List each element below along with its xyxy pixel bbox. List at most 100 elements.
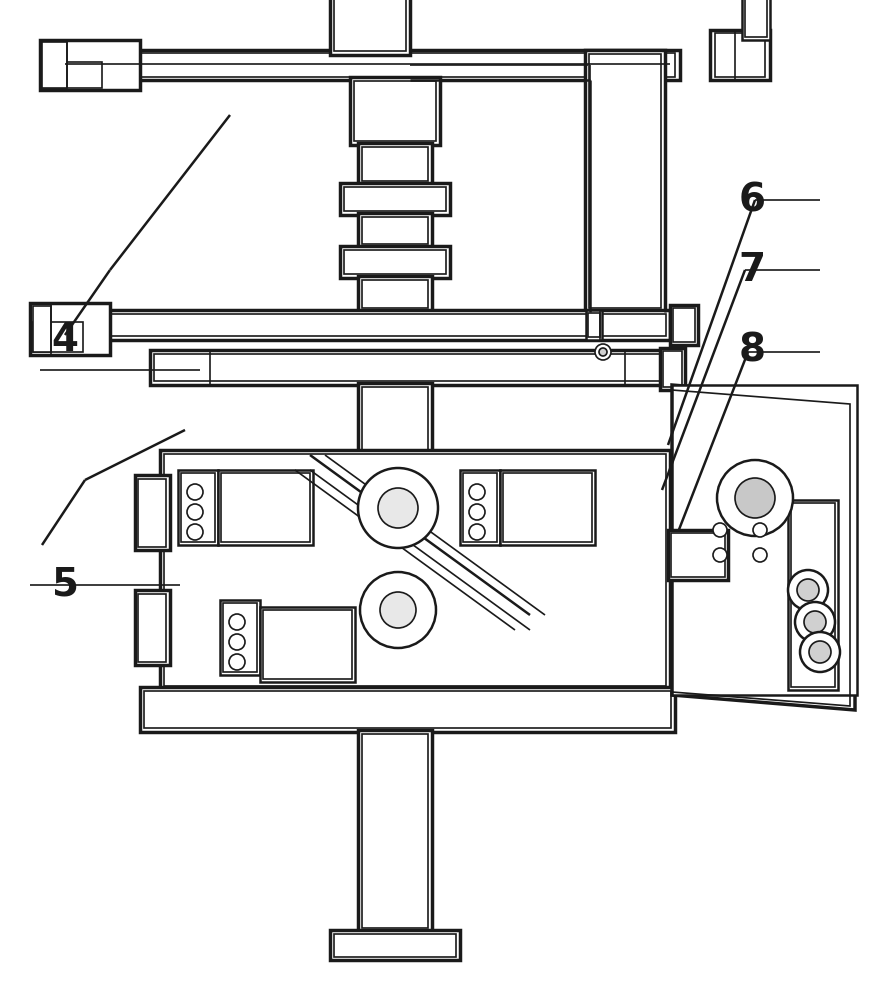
Polygon shape	[362, 280, 428, 308]
Polygon shape	[588, 313, 600, 337]
Circle shape	[788, 570, 828, 610]
Polygon shape	[135, 475, 170, 550]
Polygon shape	[585, 50, 665, 312]
Polygon shape	[344, 250, 446, 274]
Polygon shape	[140, 687, 675, 732]
Polygon shape	[144, 691, 671, 728]
Polygon shape	[362, 147, 428, 181]
Polygon shape	[138, 479, 166, 547]
Polygon shape	[672, 385, 855, 710]
Circle shape	[187, 484, 203, 500]
Circle shape	[187, 524, 203, 540]
Polygon shape	[358, 276, 432, 312]
Polygon shape	[710, 30, 770, 80]
Polygon shape	[663, 351, 682, 387]
Circle shape	[595, 344, 611, 360]
Circle shape	[735, 478, 775, 518]
Polygon shape	[463, 473, 497, 542]
Polygon shape	[221, 473, 310, 542]
Circle shape	[378, 488, 418, 528]
Polygon shape	[223, 603, 257, 672]
Polygon shape	[154, 354, 676, 381]
Polygon shape	[33, 306, 51, 352]
Polygon shape	[350, 77, 440, 145]
Polygon shape	[672, 385, 857, 695]
Polygon shape	[358, 383, 432, 455]
Polygon shape	[340, 183, 450, 215]
Circle shape	[229, 614, 245, 630]
Polygon shape	[586, 310, 602, 340]
Polygon shape	[673, 308, 695, 342]
Polygon shape	[745, 0, 767, 37]
Polygon shape	[330, 930, 460, 960]
Polygon shape	[660, 348, 685, 390]
Polygon shape	[742, 0, 770, 40]
Circle shape	[599, 348, 607, 356]
Circle shape	[360, 572, 436, 648]
Polygon shape	[260, 607, 355, 682]
Polygon shape	[40, 40, 140, 90]
Polygon shape	[135, 590, 170, 665]
Polygon shape	[460, 470, 500, 545]
Polygon shape	[358, 213, 432, 248]
Polygon shape	[358, 143, 432, 185]
Circle shape	[717, 460, 793, 536]
Circle shape	[229, 654, 245, 670]
Polygon shape	[64, 314, 666, 336]
Polygon shape	[340, 246, 450, 278]
Polygon shape	[42, 62, 102, 88]
Polygon shape	[330, 0, 410, 55]
Polygon shape	[791, 503, 835, 687]
Circle shape	[800, 632, 840, 672]
Circle shape	[713, 523, 727, 537]
Circle shape	[713, 548, 727, 562]
Polygon shape	[500, 470, 595, 545]
Polygon shape	[334, 934, 456, 957]
Text: 7: 7	[738, 251, 766, 289]
Circle shape	[229, 634, 245, 650]
Circle shape	[469, 524, 485, 540]
Polygon shape	[60, 310, 670, 340]
Text: 6: 6	[738, 181, 766, 219]
Text: 8: 8	[738, 331, 766, 369]
Polygon shape	[33, 322, 83, 352]
Polygon shape	[150, 350, 680, 385]
Polygon shape	[358, 730, 432, 932]
Circle shape	[187, 504, 203, 520]
Circle shape	[469, 484, 485, 500]
Circle shape	[469, 504, 485, 520]
Circle shape	[358, 468, 438, 548]
Polygon shape	[178, 470, 218, 545]
Polygon shape	[362, 217, 428, 244]
Circle shape	[795, 602, 835, 642]
Polygon shape	[362, 387, 428, 451]
Circle shape	[804, 611, 826, 633]
Polygon shape	[60, 50, 680, 80]
Polygon shape	[181, 473, 215, 542]
Circle shape	[753, 548, 767, 562]
Circle shape	[380, 592, 416, 628]
Polygon shape	[670, 305, 698, 345]
Polygon shape	[362, 734, 428, 928]
Text: 5: 5	[51, 566, 79, 604]
Polygon shape	[503, 473, 592, 542]
Polygon shape	[589, 54, 661, 308]
Circle shape	[753, 523, 767, 537]
Polygon shape	[220, 600, 260, 675]
Polygon shape	[65, 53, 675, 77]
Polygon shape	[334, 0, 406, 51]
Text: 4: 4	[51, 321, 79, 359]
Polygon shape	[671, 533, 725, 577]
Polygon shape	[715, 33, 765, 77]
Circle shape	[797, 579, 819, 601]
Polygon shape	[160, 450, 670, 690]
Polygon shape	[344, 187, 446, 211]
Polygon shape	[354, 81, 436, 141]
Polygon shape	[42, 42, 67, 88]
Polygon shape	[668, 530, 728, 580]
Polygon shape	[788, 500, 838, 690]
Polygon shape	[263, 610, 352, 679]
Polygon shape	[164, 454, 666, 686]
Circle shape	[809, 641, 831, 663]
Polygon shape	[218, 470, 313, 545]
